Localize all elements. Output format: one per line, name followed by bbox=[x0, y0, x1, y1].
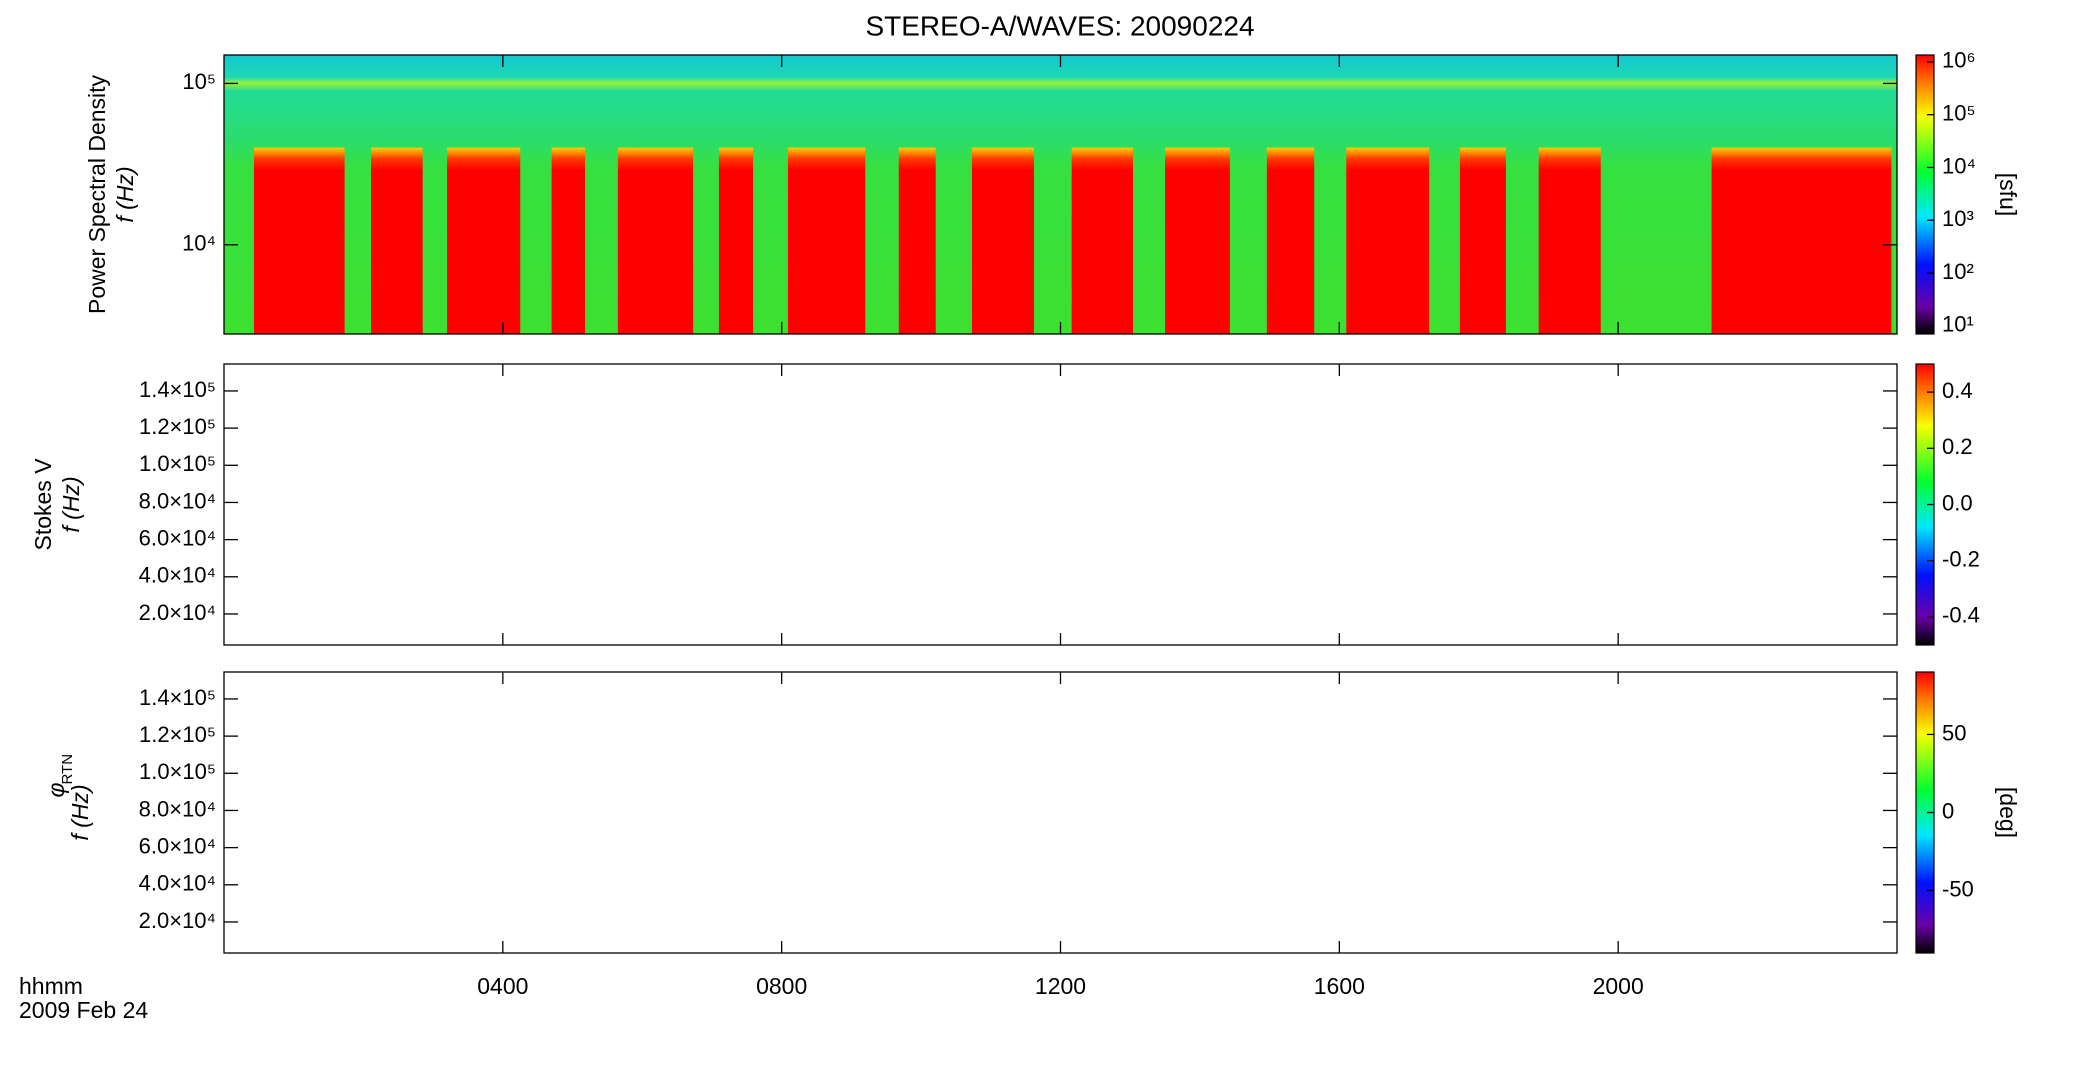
y-tick-label: 1.4×10⁵ bbox=[139, 685, 216, 710]
colorbar-tick-label: 10¹ bbox=[1942, 312, 1974, 337]
plot-frame bbox=[223, 363, 1898, 646]
x-tick-label: 1600 bbox=[1314, 973, 1365, 999]
colorbar-tick-label: 10² bbox=[1942, 259, 1974, 284]
y-tick-label: 10⁵ bbox=[182, 69, 216, 94]
burst bbox=[1165, 147, 1230, 334]
x-tick-label: 2000 bbox=[1593, 973, 1644, 999]
y-axis-label: f (Hz) bbox=[58, 476, 84, 532]
y-tick-label: 8.0×10⁴ bbox=[139, 796, 216, 821]
colorbar-tick-label: 10³ bbox=[1942, 206, 1974, 231]
burst bbox=[1346, 147, 1430, 334]
colorbar bbox=[1915, 54, 1935, 335]
y-tick-label: 6.0×10⁴ bbox=[139, 833, 216, 858]
burst bbox=[718, 147, 754, 334]
burst bbox=[1538, 147, 1601, 334]
colorbar-tick-label: 0.2 bbox=[1942, 434, 1973, 459]
burst bbox=[1711, 147, 1892, 334]
y-axis-subscript: RTN bbox=[59, 754, 76, 785]
colorbar-tick-label: 10⁴ bbox=[1942, 153, 1976, 178]
x-tick-label: 0800 bbox=[756, 973, 807, 999]
y-axis-label: f (Hz) bbox=[67, 784, 93, 840]
y-axis-label: f (Hz) bbox=[112, 166, 138, 222]
burst bbox=[1266, 147, 1315, 334]
burst bbox=[551, 147, 586, 334]
date-label: 2009 Feb 24 bbox=[19, 997, 148, 1023]
y-tick-label: 4.0×10⁴ bbox=[139, 871, 216, 896]
colorbar-label: [sfu] bbox=[1995, 173, 2021, 216]
chart-title: STEREO-A/WAVES: 20090224 bbox=[865, 10, 1254, 41]
burst bbox=[447, 147, 521, 334]
colorbar-tick-label: -0.2 bbox=[1942, 547, 1980, 572]
y-tick-label: 2.0×10⁴ bbox=[139, 600, 216, 625]
y-tick-label: 1.2×10⁵ bbox=[139, 414, 216, 439]
colorbar-tick-label: 50 bbox=[1942, 720, 1966, 745]
y-tick-label: 1.0×10⁵ bbox=[139, 451, 216, 476]
plot-frame bbox=[223, 671, 1898, 954]
x-tick-label: 0400 bbox=[477, 973, 528, 999]
y-tick-label: 1.4×10⁵ bbox=[139, 377, 216, 402]
colorbar-label: [deg] bbox=[1995, 787, 2021, 838]
y-tick-label: 6.0×10⁴ bbox=[139, 525, 216, 550]
burst bbox=[898, 147, 936, 334]
y-axis-label: Power Spectral Density bbox=[84, 74, 110, 314]
y-tick-label: 1.2×10⁵ bbox=[139, 722, 216, 747]
y-tick-label: 10⁴ bbox=[182, 231, 216, 256]
colorbar-tick-label: -0.4 bbox=[1942, 603, 1980, 628]
colorbar-tick-label: 10⁵ bbox=[1942, 100, 1976, 125]
y-tick-label: 1.0×10⁵ bbox=[139, 759, 216, 784]
colorbar-tick-label: 0 bbox=[1942, 798, 1954, 823]
burst bbox=[617, 147, 694, 334]
x-axis-label: hhmm bbox=[19, 973, 83, 999]
colorbar-tick-label: -50 bbox=[1942, 876, 1974, 901]
colorbar-tick-label: 10⁶ bbox=[1942, 48, 1976, 73]
burst bbox=[1071, 147, 1133, 334]
colorbar-tick-label: 0.4 bbox=[1942, 378, 1973, 403]
burst bbox=[1459, 147, 1506, 334]
x-tick-label: 1200 bbox=[1035, 973, 1086, 999]
burst bbox=[371, 147, 423, 334]
y-axis-symbol: φ bbox=[43, 783, 69, 798]
y-tick-label: 8.0×10⁴ bbox=[139, 488, 216, 513]
colorbar-tick-label: 0.0 bbox=[1942, 490, 1973, 515]
y-tick-label: 4.0×10⁴ bbox=[139, 563, 216, 588]
y-tick-label: 2.0×10⁴ bbox=[139, 908, 216, 933]
burst bbox=[787, 147, 866, 334]
y-axis-label: Stokes V bbox=[30, 458, 56, 551]
burst bbox=[253, 147, 345, 334]
burst bbox=[971, 147, 1035, 334]
